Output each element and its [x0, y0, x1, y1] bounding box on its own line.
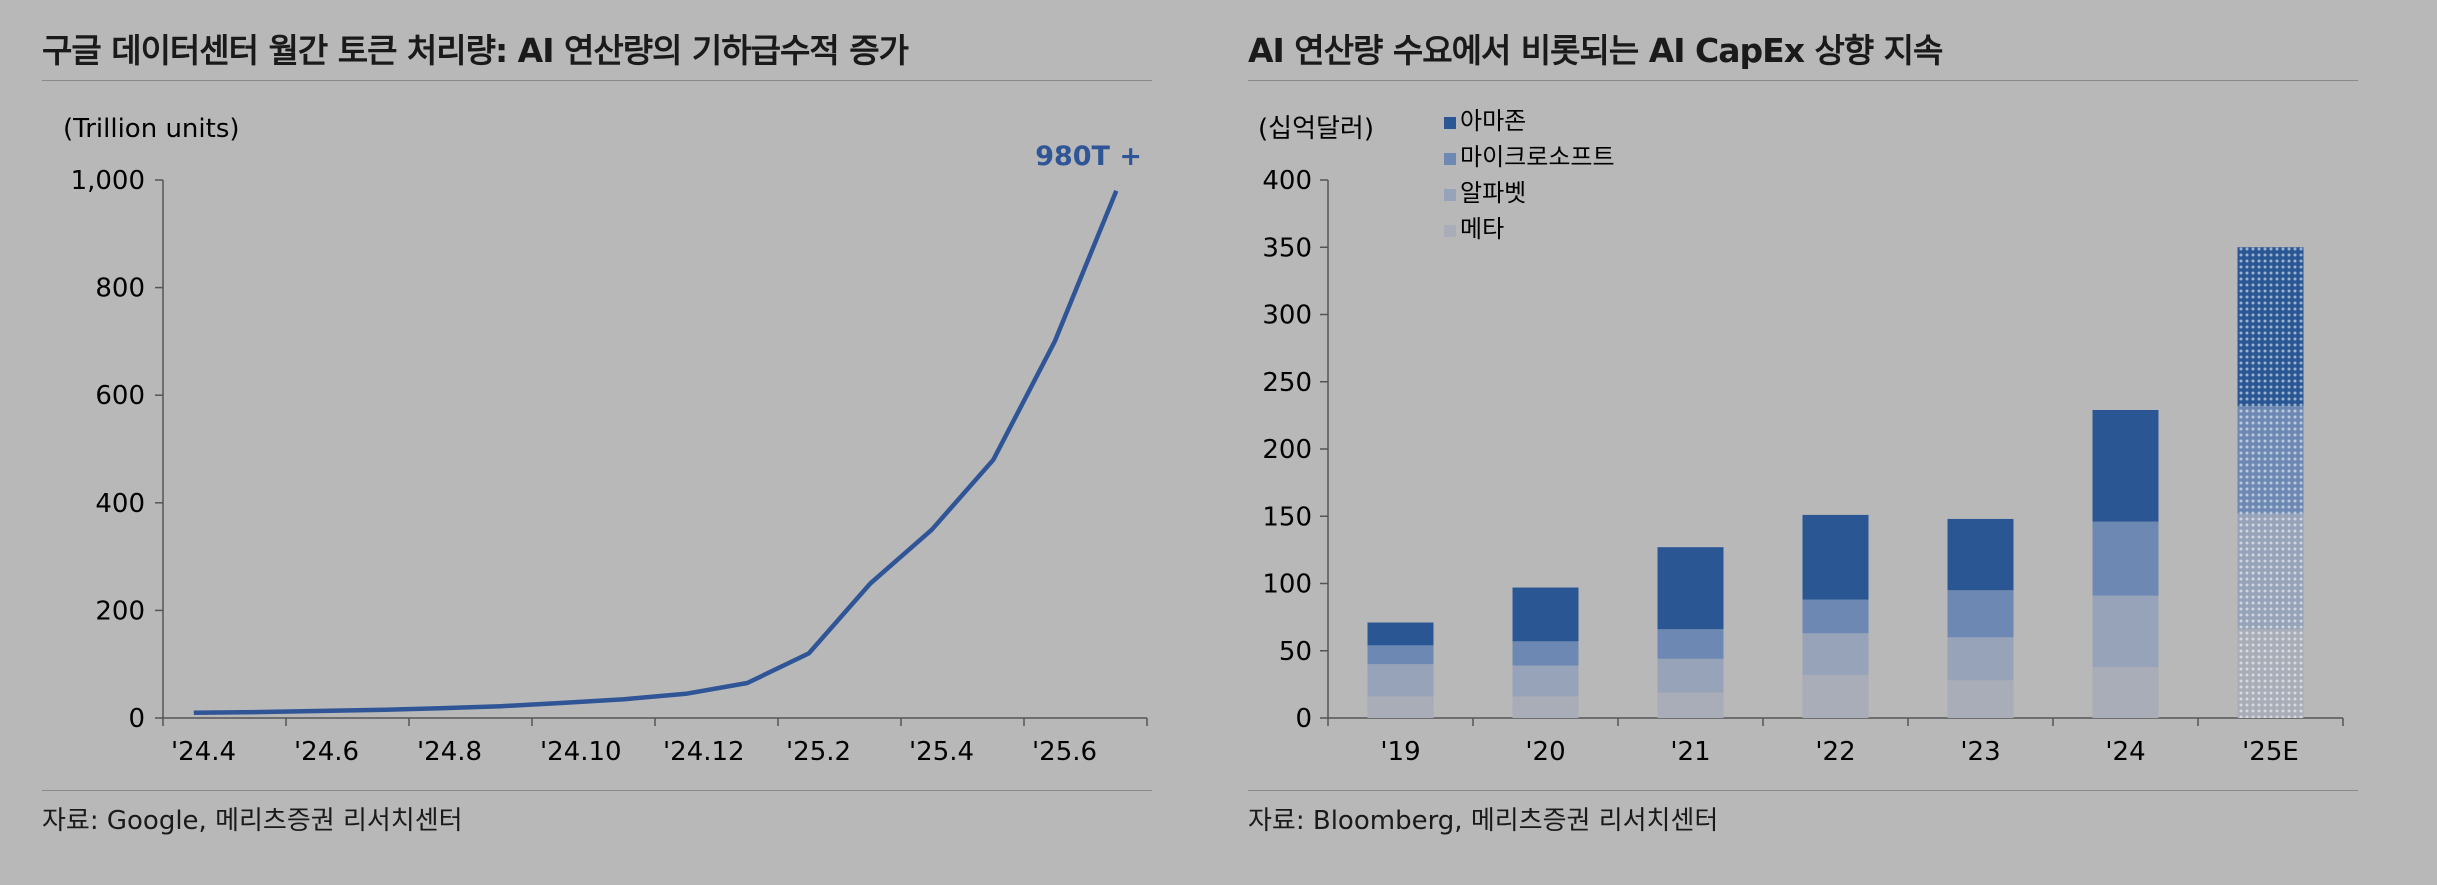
bar-segment	[2092, 595, 2159, 667]
bar-estimate-pattern	[2237, 513, 2304, 630]
x-tick-label: '24.4	[171, 737, 236, 767]
y-tick-label: 0	[1295, 704, 1312, 734]
legend-swatch	[1444, 153, 1456, 165]
bar-segment	[1657, 692, 1724, 718]
y-tick-label: 100	[1262, 570, 1312, 600]
bar-segment	[1947, 590, 2014, 638]
bar-segment	[1367, 622, 1434, 646]
legend-swatch	[1444, 225, 1456, 237]
legend-swatch	[1444, 117, 1456, 129]
line-end-callout: 980T +	[1035, 141, 1142, 172]
x-tick-label: '19	[1380, 737, 1420, 767]
x-tick-label: '24.8	[417, 737, 482, 767]
token-series-line	[193, 189, 1119, 716]
right-source-divider	[1248, 790, 2358, 791]
legend-label: 알파벳	[1460, 179, 1526, 207]
bar-segment	[1367, 696, 1434, 718]
y-tick-label: 250	[1262, 368, 1312, 398]
bar-segment	[1657, 629, 1724, 659]
bar-segment	[1802, 633, 1869, 675]
bar-segment	[1657, 547, 1724, 630]
y-tick-label: 600	[95, 381, 145, 411]
legend-label: 메타	[1460, 215, 1504, 243]
x-tick-label: '25.2	[786, 737, 851, 767]
y-tick-label: 300	[1262, 301, 1312, 331]
bar-segment	[1802, 674, 1869, 718]
right-source-note: 자료: Bloomberg, 메리츠증권 리서치센터	[1248, 806, 1719, 836]
legend-label: 마이크로소프트	[1460, 143, 1615, 171]
bar-estimate-pattern	[2237, 629, 2304, 718]
bar-segment	[1367, 645, 1434, 665]
x-tick-label: '24.12	[663, 737, 745, 767]
right-panel: AI 연산량 수요에서 비롯되는 AI CapEx 상향 지속 (십억달러) 아…	[1248, 0, 2358, 885]
bar-segment	[2092, 666, 2159, 718]
bar-segment	[1657, 658, 1724, 693]
x-tick-label: '24.10	[540, 737, 622, 767]
legend-label: 아마존	[1460, 107, 1526, 135]
bar-segment	[1512, 587, 1579, 642]
left-unit-label: (Trillion units)	[63, 114, 240, 144]
left-source-note: 자료: Google, 메리츠증권 리서치센터	[42, 806, 463, 836]
right-chart-title: AI 연산량 수요에서 비롯되는 AI CapEx 상향 지속	[1248, 31, 1943, 70]
bar-segment	[1367, 664, 1434, 697]
bar-estimate-pattern	[2237, 247, 2304, 406]
legend-swatch	[1444, 189, 1456, 201]
y-tick-label: 0	[128, 704, 145, 734]
bar-estimate-pattern	[2237, 405, 2304, 514]
x-tick-label: '21	[1670, 737, 1710, 767]
y-tick-label: 200	[1262, 435, 1312, 465]
left-title-divider	[42, 80, 1152, 81]
left-source-divider	[42, 790, 1152, 791]
y-tick-label: 200	[95, 596, 145, 626]
right-title-divider	[1248, 80, 2358, 81]
y-tick-label: 800	[95, 274, 145, 304]
bar-segment	[1802, 599, 1869, 634]
bar-segment	[1512, 696, 1579, 718]
x-tick-label: '24.6	[294, 737, 359, 767]
x-tick-label: '20	[1525, 737, 1565, 767]
x-tick-label: '22	[1815, 737, 1855, 767]
bar-segment	[1512, 665, 1579, 697]
y-tick-label: 400	[95, 489, 145, 519]
left-panel: 구글 데이터센터 월간 토큰 처리량: AI 연산량의 기하급수적 증가 (Tr…	[42, 0, 1152, 885]
y-tick-label: 50	[1279, 637, 1312, 667]
bar-segment	[1947, 680, 2014, 718]
right-unit-label: (십억달러)	[1258, 114, 1374, 144]
x-tick-label: '23	[1960, 737, 2000, 767]
bar-segment	[1512, 641, 1579, 666]
token-line-chart: (Trillion units) 0 200 400 600 800 1,000 '24.…	[63, 114, 1148, 767]
y-tick-label: 1,000	[71, 166, 145, 196]
bar-segment	[1947, 518, 2014, 591]
x-tick-label: '24	[2105, 737, 2145, 767]
x-tick-label: '25.4	[909, 737, 974, 767]
bar-segment	[2092, 409, 2159, 522]
left-chart-title: 구글 데이터센터 월간 토큰 처리량: AI 연산량의 기하급수적 증가	[42, 31, 909, 70]
x-tick-label: '25E	[2242, 737, 2299, 767]
bar-segment	[2092, 521, 2159, 596]
bar-segment	[1802, 514, 1869, 600]
y-tick-label: 350	[1262, 233, 1312, 263]
y-tick-label: 150	[1262, 502, 1312, 532]
bar-segment	[1947, 637, 2014, 681]
y-tick-label: 400	[1262, 166, 1312, 196]
x-tick-label: '25.6	[1032, 737, 1097, 767]
